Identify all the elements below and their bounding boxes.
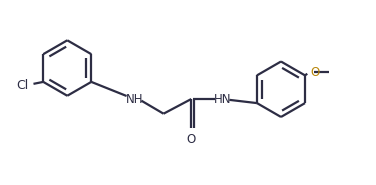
Text: HN: HN — [214, 92, 231, 105]
Text: O: O — [186, 133, 196, 146]
Text: Cl: Cl — [16, 79, 29, 92]
Text: O: O — [310, 66, 319, 79]
Text: NH: NH — [126, 92, 143, 105]
